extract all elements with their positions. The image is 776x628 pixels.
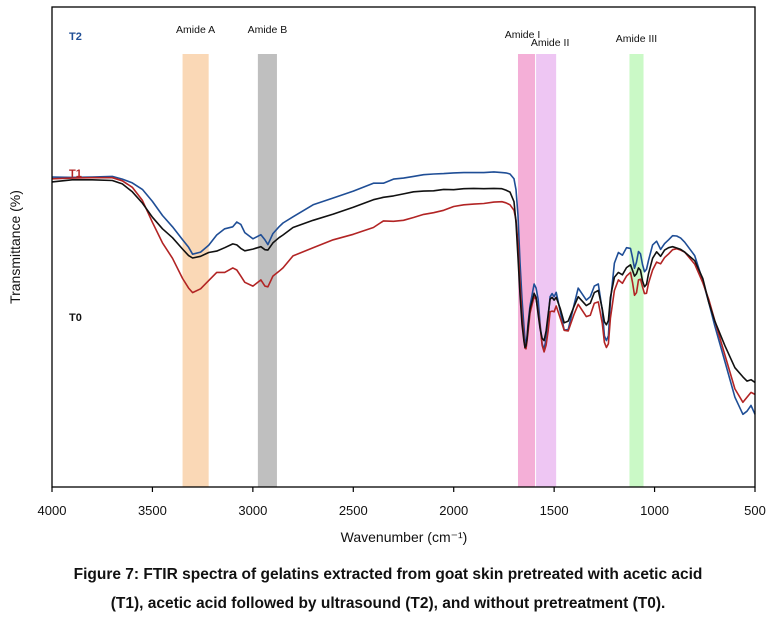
x-tick-label: 1000: [640, 503, 669, 518]
band-label-amide-i: Amide I: [505, 29, 541, 41]
plot-frame: [51, 6, 756, 488]
band-amide-ii: [536, 54, 557, 487]
band-label-amide-iii: Amide III: [616, 33, 657, 45]
x-tick-label: 1500: [540, 503, 569, 518]
caption-line-2: (T1), acetic acid followed by ultrasound…: [110, 595, 666, 612]
band-amide-b: [257, 54, 277, 487]
x-ticks: 4000 3500 3000 2500 2000 1500 1000 500: [38, 487, 766, 518]
axes-layer: [51, 6, 756, 488]
series-line-t0: [51, 179, 756, 384]
series-line-t1: [51, 176, 756, 404]
series-line-t2: [51, 171, 756, 416]
series-label-t2: T2: [69, 31, 82, 43]
y-axis-label: Transmittance (%): [7, 190, 23, 304]
band-layer: [182, 54, 644, 487]
x-tick-label: 2500: [339, 503, 368, 518]
x-tick-label: 3000: [238, 503, 267, 518]
band-label-amide-ii: Amide II: [531, 37, 570, 49]
band-label-amide-a: Amide A: [176, 24, 215, 36]
x-tick-label: 500: [744, 503, 766, 518]
x-tick-label: 2000: [439, 503, 468, 518]
caption-line-1: Figure 7: FTIR spectra of gelatins extra…: [73, 566, 703, 583]
x-axis-label: Wavenumber (cm⁻¹): [341, 529, 468, 545]
band-amide-i: [517, 54, 536, 487]
series-label-t0: T0: [69, 312, 82, 324]
figure-caption: Figure 7: FTIR spectra of gelatins extra…: [0, 560, 776, 618]
x-tick-label: 3500: [138, 503, 167, 518]
x-tick-label: 4000: [38, 503, 67, 518]
band-amide-a: [182, 54, 209, 487]
band-label-amide-b: Amide B: [248, 24, 288, 36]
series-layer: [51, 171, 756, 416]
band-amide-iii: [629, 54, 644, 487]
series-label-t1: T1: [69, 168, 82, 180]
